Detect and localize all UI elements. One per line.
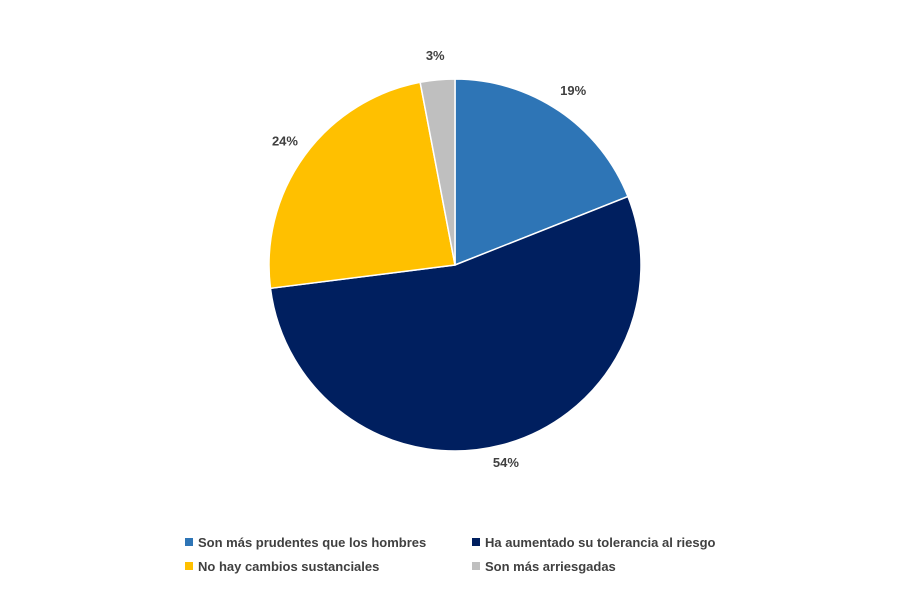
slice-sin-cambios xyxy=(268,81,456,290)
slice-arriesgadas xyxy=(419,78,456,266)
legend-item-prudentes: Son más prudentes que los hombres xyxy=(185,535,472,550)
legend-label-tolerancia: Ha aumentado su tolerancia al riesgo xyxy=(485,534,716,550)
legend-swatch-prudentes xyxy=(185,538,193,546)
slice-tolerancia xyxy=(269,195,642,452)
legend-swatch-tolerancia xyxy=(472,538,480,546)
legend-label-arriesgadas: Son más arriesgadas xyxy=(485,558,616,574)
legend-item-sin-cambios: No hay cambios sustanciales xyxy=(185,559,472,574)
label-tolerancia: 54% xyxy=(493,455,519,470)
legend-row: No hay cambios sustanciales Son más arri… xyxy=(185,554,785,578)
legend-item-tolerancia: Ha aumentado su tolerancia al riesgo xyxy=(472,535,715,550)
legend-swatch-arriesgadas xyxy=(472,562,480,570)
label-arriesgadas: 3% xyxy=(426,48,445,63)
pie-slices xyxy=(268,78,642,452)
legend-label-prudentes: Son más prudentes que los hombres xyxy=(198,534,427,550)
slice-prudentes xyxy=(454,78,629,267)
chart-legend: Son más prudentes que los hombres Ha aum… xyxy=(185,530,785,578)
label-sin-cambios: 24% xyxy=(272,133,298,148)
label-prudentes: 19% xyxy=(560,83,586,98)
pie-data-labels: 19% 54% 24% 3% xyxy=(272,48,587,470)
legend-item-arriesgadas: Son más arriesgadas xyxy=(472,559,616,574)
legend-swatch-sin-cambios xyxy=(185,562,193,570)
legend-label-sin-cambios: No hay cambios sustanciales xyxy=(198,558,380,574)
legend-row: Son más prudentes que los hombres Ha aum… xyxy=(185,530,785,554)
